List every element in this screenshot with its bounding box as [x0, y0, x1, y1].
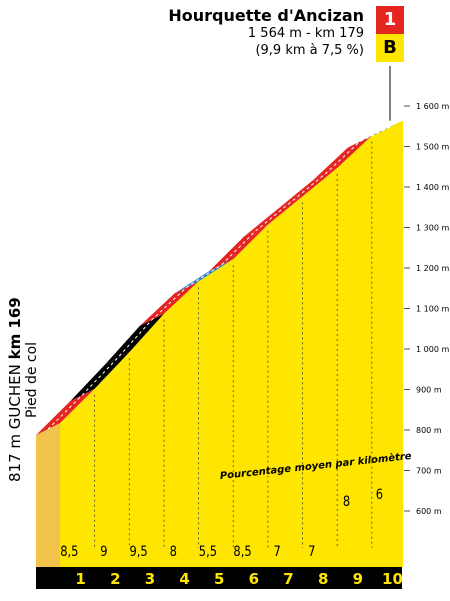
category-badge: 1	[376, 6, 404, 34]
axis-bar	[36, 567, 402, 589]
y-tick-label: 800 m	[416, 426, 442, 435]
gradient-label: 8	[343, 494, 350, 510]
gradient-label: 9,5	[129, 544, 147, 560]
km-tick-label: 3	[145, 570, 155, 588]
y-tick-label: 1 300 m	[416, 224, 449, 233]
y-tick-label: 1 600 m	[416, 102, 449, 111]
start-label: 817 m GUCHEN km 169	[6, 297, 24, 482]
profile-side-face	[36, 423, 60, 567]
start-sublabel: Pied de col	[24, 341, 40, 418]
y-tick-label: 700 m	[416, 467, 442, 476]
km-tick-label: 9	[353, 570, 363, 588]
gradient-label: 8	[170, 544, 177, 560]
summit-info: 1 564 m - km 179	[247, 26, 364, 41]
start-altitude-place: 817 m GUCHEN	[6, 359, 24, 482]
km-tick-label: 8	[318, 570, 328, 588]
gradient-label: 7	[308, 544, 315, 560]
y-tick-label: 1 500 m	[416, 143, 449, 152]
y-tick-label: 1 000 m	[416, 345, 449, 354]
y-tick-label: 600 m	[416, 507, 442, 516]
gradient-band	[243, 196, 303, 237]
km-tick-label: 6	[249, 570, 259, 588]
gradient-label: 8,5	[233, 544, 251, 560]
gradient-band	[209, 224, 268, 272]
gradient-band	[313, 135, 372, 180]
bonus-badge: B	[376, 34, 404, 62]
km-tick-label: 1	[75, 570, 85, 588]
y-tick-label: 900 m	[416, 386, 442, 395]
km-tick-label: 5	[214, 570, 224, 588]
gradient-label: 7	[274, 544, 281, 560]
y-tick-label: 1 400 m	[416, 183, 449, 192]
gradient-label: 5,5	[199, 544, 217, 560]
km-tick-label: 10	[382, 570, 403, 588]
profile-area	[60, 120, 403, 567]
y-tick-label: 1 200 m	[416, 264, 449, 273]
gradient-band	[105, 313, 164, 365]
start-km: km 169	[6, 297, 24, 360]
km-tick-label: 7	[283, 570, 293, 588]
km-tick-label: 4	[179, 570, 189, 588]
climb-name: Hourquette d'Ancizan	[168, 6, 364, 25]
gradient-label: 8,5	[60, 544, 78, 560]
km-tick-label: 2	[110, 570, 120, 588]
gradient-label: 9	[100, 544, 107, 560]
climb-stats: (9,9 km à 7,5 %)	[255, 43, 364, 58]
y-tick-label: 1 100 m	[416, 305, 449, 314]
gradient-label: 6	[376, 487, 383, 503]
